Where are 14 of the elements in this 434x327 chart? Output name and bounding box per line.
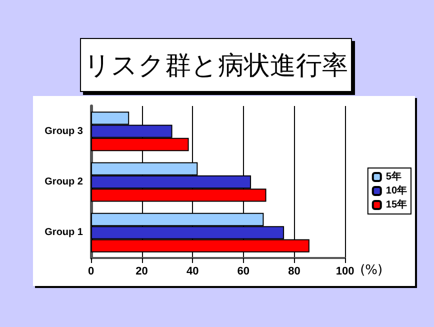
x-tick-label: 40 <box>186 266 199 278</box>
x-tick-label: 60 <box>237 266 250 278</box>
legend-label: 10年 <box>386 184 407 196</box>
legend-label: 5年 <box>386 170 402 182</box>
x-tick-label: 100 <box>336 266 354 278</box>
legend-label: 15年 <box>386 198 407 210</box>
chart-title: リスク群と病状進行率 <box>80 38 352 92</box>
x-tick-label: 20 <box>136 266 148 278</box>
y-tick-label: Group 2 <box>44 176 84 188</box>
y-tick-label: Group 1 <box>44 227 84 238</box>
x-axis-title: (%) <box>360 263 383 278</box>
y-tick-label: Group 3 <box>44 126 84 137</box>
x-tick-label: 0 <box>88 266 94 278</box>
x-tick-label: 80 <box>288 266 300 278</box>
